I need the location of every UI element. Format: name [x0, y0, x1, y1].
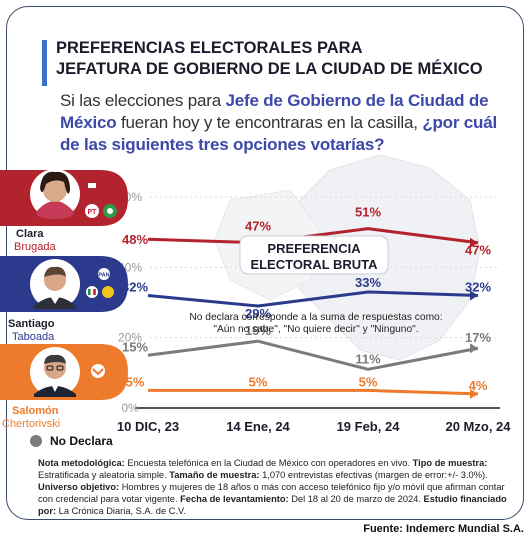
- note-label-sample-size: Tamaño de muestra:: [169, 470, 260, 480]
- note-label-sample-type: Tipo de muestra:: [412, 458, 488, 468]
- series-arrow-head: [470, 388, 478, 399]
- data-label: 11%: [355, 351, 381, 366]
- note-label-methodology: Nota metodológica:: [38, 458, 125, 468]
- y-tick-label: 0%: [121, 401, 139, 415]
- data-label: 48%: [122, 232, 148, 247]
- source-value: Indemerc Mundial S.A.: [402, 523, 524, 535]
- data-label: 15%: [122, 339, 148, 354]
- source-label: Fuente:: [363, 523, 403, 535]
- survey-question: Si las elecciones para Jefe de Gobierno …: [60, 90, 506, 156]
- data-label: 19%: [245, 323, 271, 338]
- title-accent-bar: [42, 40, 47, 86]
- x-tick-label: 19 Feb, 24: [337, 419, 401, 434]
- note-text-date: Del 18 al 20 de marzo de 2024.: [288, 494, 424, 504]
- preference-box-line-1: PREFERENCIA: [267, 241, 361, 256]
- series-arrow-head: [470, 290, 478, 301]
- candidate-first-name-brugada: Clara: [16, 228, 44, 240]
- series-line: [148, 388, 479, 396]
- title-line-2: JEFATURA DE GOBIERNO DE LA CIUDAD DE MÉX…: [56, 60, 483, 78]
- data-label: 33%: [355, 275, 381, 290]
- series-arrow-head: [470, 237, 478, 248]
- svg-text:PT: PT: [88, 209, 98, 216]
- note-text-universe: Hombres y mujeres de 18 años o más con a…: [38, 482, 505, 504]
- x-tick-label: 20 Mzo, 24: [445, 419, 511, 434]
- candidate-last-name-brugada: Brugada: [14, 241, 56, 253]
- legend-no-declara: No Declara: [30, 434, 113, 448]
- avatar-taboada: [30, 259, 80, 309]
- y-tick-label: 20%: [118, 331, 142, 345]
- data-label: 5%: [359, 374, 378, 389]
- candidate-first-name-chertorivski: Salomón: [12, 405, 59, 417]
- party-logos-taboada: PAN: [86, 268, 114, 298]
- note-label-universe: Universo objetivo:: [38, 482, 120, 492]
- question-part-1: Si las elecciones para: [60, 91, 226, 110]
- x-tick-label: 10 DIC, 23: [117, 419, 179, 434]
- question-part-2: fueran hoy y te encontraras en la casill…: [116, 113, 423, 132]
- note-label-date: Fecha de levantamiento:: [180, 494, 289, 504]
- preference-box-line-2: ELECTORAL BRUTA: [250, 257, 378, 272]
- question-highlight-1: Jefe de Gobierno de la Ciudad de México: [60, 91, 489, 132]
- data-label: 29%: [245, 306, 271, 321]
- source-credit: Fuente: Indemerc Mundial S.A.: [363, 523, 524, 535]
- preference-box: [239, 235, 389, 275]
- candidate-last-name-chertorivski: Chertorivski: [2, 418, 60, 430]
- series-line: [147, 339, 479, 371]
- note-text-sample-type: Estratificada y aleatoria simple.: [38, 470, 170, 480]
- y-axis-ticks: 60%40%20%0%: [118, 190, 142, 415]
- data-label: 5%: [249, 374, 268, 389]
- title-line-1: PREFERENCIAS ELECTORALES PARA: [56, 39, 363, 57]
- note-label-funding: Estudio financiado por:: [38, 494, 507, 516]
- data-label: 51%: [355, 205, 381, 220]
- page-title: PREFERENCIAS ELECTORALES PARA JEFATURA D…: [56, 38, 496, 80]
- x-tick-label: 14 Ene, 24: [226, 419, 290, 434]
- data-label: 32%: [465, 279, 491, 294]
- avatar-chertorivski: [30, 347, 80, 397]
- note-text-methodology: Encuesta telefónica en la Ciudad de Méxi…: [124, 458, 413, 468]
- legend-no-declara-label: No Declara: [50, 434, 113, 448]
- data-label: 47%: [465, 243, 491, 258]
- series-line: [147, 290, 479, 308]
- note-text-funding: La Crónica Diaria, S.A. de C.V.: [56, 506, 186, 516]
- data-labels: 48% 47% 51% 47% 32% 29% 33% 32% 15% 19% 11% 17% 5% 5%…: [122, 205, 491, 393]
- data-label: 47%: [245, 219, 271, 234]
- party-logos-chertorivski: [91, 364, 105, 378]
- question-highlight-2: ¿por cuál de las siguientes tres opcione…: [60, 113, 498, 154]
- legend-no-declara-swatch: [30, 435, 42, 447]
- party-logos-brugada: PT: [85, 183, 117, 218]
- data-label: 17%: [465, 330, 491, 345]
- no-declara-note-line-2: "Aún no sabe", "No quiere decir" y "Ning…: [213, 324, 418, 335]
- series-arrow-head: [470, 343, 478, 354]
- svg-text:PAN: PAN: [98, 273, 109, 279]
- data-label: 5%: [126, 374, 145, 389]
- x-axis-ticks: 10 DIC, 23 14 Ene, 24 19 Feb, 24 20 Mzo, 24: [117, 419, 511, 434]
- data-label: 4%: [469, 378, 488, 393]
- data-label: 32%: [122, 279, 148, 294]
- methodology-note: Nota metodológica: Encuesta telefónica e…: [38, 457, 508, 517]
- avatar-brugada: [30, 169, 80, 219]
- candidate-last-name-taboada: Taboada: [12, 331, 55, 343]
- candidate-first-name-taboada: Santiago: [8, 318, 55, 330]
- no-declara-note-line-1: No declara corresponde a la suma de resp…: [189, 312, 442, 323]
- note-text-sample-size: 1,070 entrevistas efectivas (margen de e…: [259, 470, 488, 480]
